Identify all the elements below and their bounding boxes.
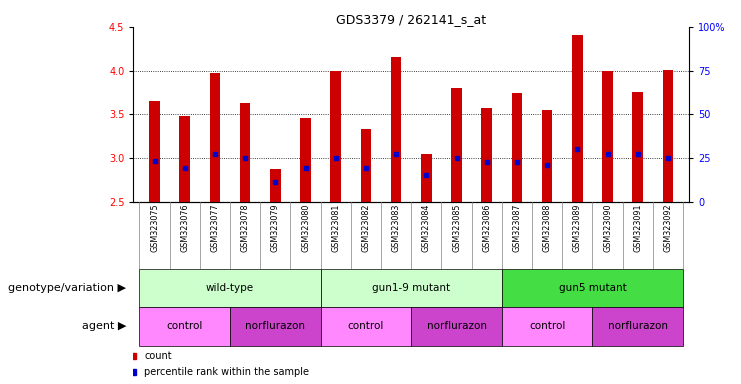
Bar — [391, 56, 402, 202]
Bar — [482, 108, 492, 202]
Text: gun5 mutant: gun5 mutant — [559, 283, 626, 293]
Text: GSM323078: GSM323078 — [241, 204, 250, 252]
Text: genotype/variation ▶: genotype/variation ▶ — [8, 283, 126, 293]
Text: GSM323081: GSM323081 — [331, 204, 340, 252]
Text: GSM323079: GSM323079 — [271, 204, 280, 252]
Bar — [411, 307, 502, 346]
Bar — [502, 269, 683, 307]
Bar — [321, 307, 411, 346]
Text: GSM323090: GSM323090 — [603, 204, 612, 252]
Bar — [542, 110, 553, 202]
Text: wild-type: wild-type — [206, 283, 254, 293]
Text: agent ▶: agent ▶ — [82, 321, 126, 331]
Text: GSM323085: GSM323085 — [452, 204, 461, 252]
Text: GSM323076: GSM323076 — [180, 204, 189, 252]
Bar — [593, 307, 683, 346]
Bar — [139, 307, 230, 346]
Bar — [230, 307, 321, 346]
Text: GSM323082: GSM323082 — [362, 204, 370, 252]
Bar — [512, 93, 522, 202]
Text: GSM323091: GSM323091 — [634, 204, 642, 252]
Text: norflurazon: norflurazon — [608, 321, 668, 331]
Bar — [330, 71, 341, 202]
Bar — [270, 169, 281, 202]
Text: norflurazon: norflurazon — [245, 321, 305, 331]
Bar — [300, 118, 310, 202]
Text: GSM323083: GSM323083 — [392, 204, 401, 252]
Bar — [421, 154, 432, 202]
Text: percentile rank within the sample: percentile rank within the sample — [144, 366, 310, 377]
Text: GSM323088: GSM323088 — [542, 204, 551, 252]
Bar — [633, 91, 643, 202]
Bar — [502, 307, 593, 346]
Bar — [662, 70, 674, 202]
Bar — [149, 101, 160, 202]
Bar — [602, 71, 613, 202]
Text: GSM323077: GSM323077 — [210, 204, 219, 252]
Text: GSM323086: GSM323086 — [482, 204, 491, 252]
Bar — [139, 269, 321, 307]
Text: GSM323080: GSM323080 — [301, 204, 310, 252]
Title: GDS3379 / 262141_s_at: GDS3379 / 262141_s_at — [336, 13, 486, 26]
Text: norflurazon: norflurazon — [427, 321, 487, 331]
Text: GSM323084: GSM323084 — [422, 204, 431, 252]
Bar — [210, 73, 220, 202]
Text: count: count — [144, 351, 172, 361]
Bar — [321, 269, 502, 307]
Bar — [361, 129, 371, 202]
Text: control: control — [167, 321, 203, 331]
Text: control: control — [348, 321, 384, 331]
Text: GSM323092: GSM323092 — [663, 204, 673, 252]
Text: GSM323087: GSM323087 — [513, 204, 522, 252]
Text: GSM323075: GSM323075 — [150, 204, 159, 252]
Text: GSM323089: GSM323089 — [573, 204, 582, 252]
Bar — [179, 116, 190, 202]
Bar — [240, 103, 250, 202]
Text: gun1-9 mutant: gun1-9 mutant — [372, 283, 451, 293]
Bar — [572, 35, 582, 202]
Text: control: control — [529, 321, 565, 331]
Bar — [451, 88, 462, 202]
